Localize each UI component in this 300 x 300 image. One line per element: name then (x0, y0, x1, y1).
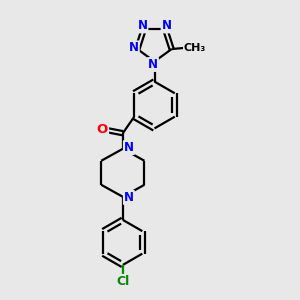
Text: N: N (124, 141, 134, 154)
Text: CH₃: CH₃ (184, 43, 206, 52)
Text: N: N (129, 41, 139, 54)
Text: N: N (124, 191, 134, 204)
Text: N: N (148, 58, 158, 71)
Text: N: N (162, 20, 172, 32)
Text: Cl: Cl (116, 275, 130, 288)
Text: N: N (137, 20, 147, 32)
Text: O: O (97, 123, 108, 136)
